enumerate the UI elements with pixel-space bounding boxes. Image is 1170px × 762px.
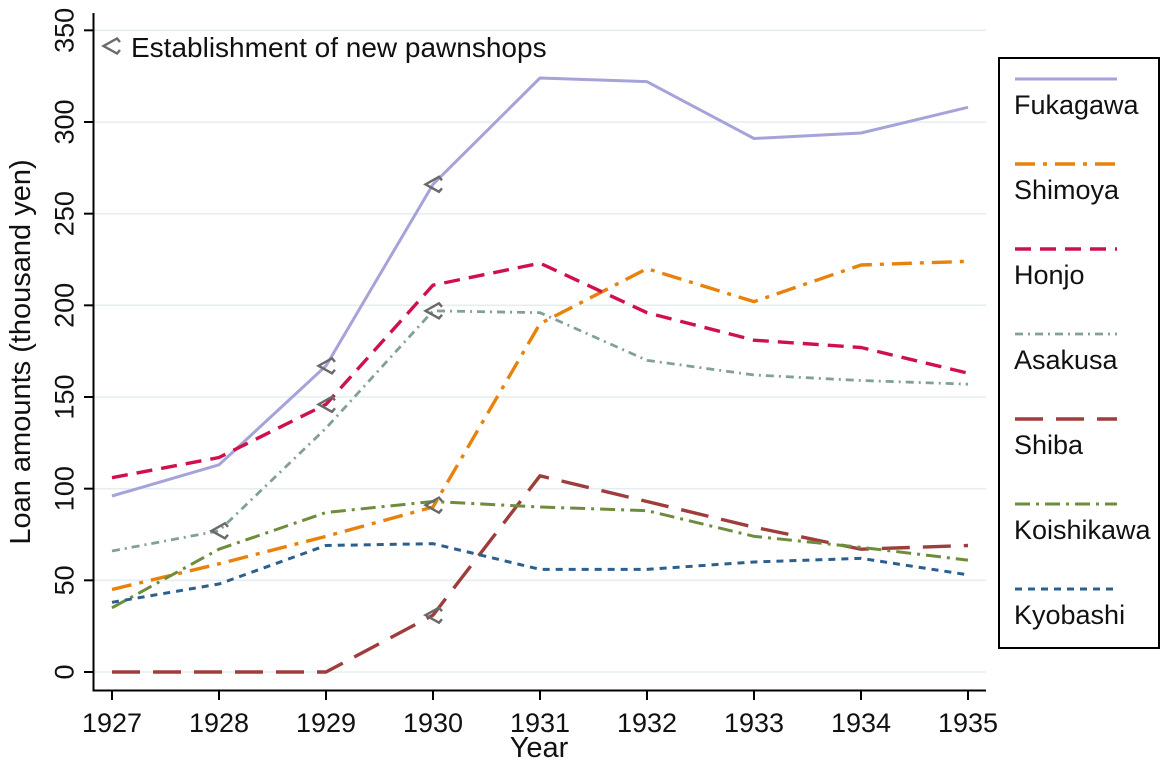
series-line-asakusa (111, 309, 969, 553)
legend-label-asakusa: Asakusa (1014, 344, 1118, 375)
series-lines (111, 76, 969, 674)
legend-entry-kyobashi: Kyobashi (1014, 585, 1154, 629)
legend-entry-shiba: Shiba (1014, 415, 1154, 459)
legend-entry-koishikawa: Koishikawa (1014, 500, 1154, 544)
establishment-marker-fukagawa-1929 (316, 356, 336, 375)
legend-entry-asakusa: Asakusa (1014, 330, 1154, 374)
legend-label-honjo: Honjo (1014, 259, 1085, 290)
establishment-marker-asakusa-1928 (209, 521, 229, 540)
legend-swatch-asakusa (1015, 332, 1117, 336)
axis-lines (92, 13, 986, 692)
legend-label-shiba: Shiba (1014, 429, 1084, 460)
legend-label-fukagawa: Fukagawa (1014, 90, 1139, 120)
establishment-marker-shiba-1930 (423, 606, 443, 625)
annotation: Establishment of new pawnshops (101, 32, 547, 63)
y-tick-label-0: 0 (49, 664, 79, 679)
x-tick-label-1927: 1927 (82, 708, 142, 738)
y-tick-label-350: 350 (49, 8, 79, 53)
x-axis-title: Year (510, 732, 569, 762)
legend-label-shimoya: Shimoya (1014, 174, 1120, 205)
x-tick-label-1928: 1928 (189, 708, 249, 738)
establishment-marker-fukagawa-1930 (423, 175, 443, 194)
annotation-text: Establishment of new pawnshops (131, 32, 547, 63)
series-line-shimoya (111, 259, 969, 592)
series-line-koishikawa (111, 500, 969, 610)
gridlines (94, 29, 986, 673)
y-tick-label-300: 300 (49, 99, 79, 144)
series-line-honjo (111, 261, 969, 480)
legend-label-koishikawa: Koishikawa (1014, 514, 1151, 545)
series-line-shiba (112, 474, 969, 674)
series-line-kyobashi (111, 542, 969, 604)
y-tick-label-200: 200 (49, 283, 79, 328)
legend-label-kyobashi: Kyobashi (1014, 599, 1126, 630)
establishment-markers (209, 175, 443, 625)
legend-entry-fukagawa: Fukagawa (1014, 75, 1154, 119)
legend-swatch-fukagawa (1015, 77, 1117, 81)
new-pawnshop-marker-icon (101, 36, 121, 56)
x-tick-label-1934: 1934 (831, 708, 891, 738)
y-axis-ticks: 0 50 100 150 200 250 300 350 (49, 8, 93, 680)
establishment-marker-koishikawa-1930 (423, 496, 443, 515)
x-axis-ticks: 1927 1928 1929 1930 1931 1932 1933 1934 1935 (82, 691, 998, 738)
y-axis-title: Loan amounts (thousand yen) (5, 159, 37, 544)
x-tick-label-1933: 1933 (724, 708, 784, 738)
establishment-marker-honjo-1929 (316, 395, 336, 414)
legend-swatch-shiba (1015, 417, 1117, 421)
y-tick-label-150: 150 (49, 374, 79, 419)
y-tick-label-250: 250 (49, 191, 79, 236)
axes (92, 13, 986, 692)
establishment-marker-asakusa-1930 (423, 301, 443, 320)
x-tick-label-1931: 1931 (510, 708, 570, 738)
legend-swatch-koishikawa (1015, 502, 1117, 506)
legend-swatch-shimoya (1015, 162, 1117, 166)
x-tick-label-1932: 1932 (617, 708, 677, 738)
y-tick-label-100: 100 (49, 466, 79, 511)
legend: Fukagawa Shimoya Honjo Asakusa Shiba Koishika… (998, 57, 1160, 649)
x-tick-label-1935: 1935 (938, 708, 998, 738)
legend-entry-shimoya: Shimoya (1014, 160, 1154, 204)
series-line-fukagawa (111, 76, 969, 498)
x-tick-label-1930: 1930 (403, 708, 463, 738)
x-tick-label-1929: 1929 (296, 708, 356, 738)
y-tick-label-50: 50 (49, 565, 79, 595)
legend-swatch-kyobashi (1015, 587, 1117, 591)
legend-entry-honjo: Honjo (1014, 245, 1154, 289)
legend-swatch-honjo (1015, 247, 1117, 251)
